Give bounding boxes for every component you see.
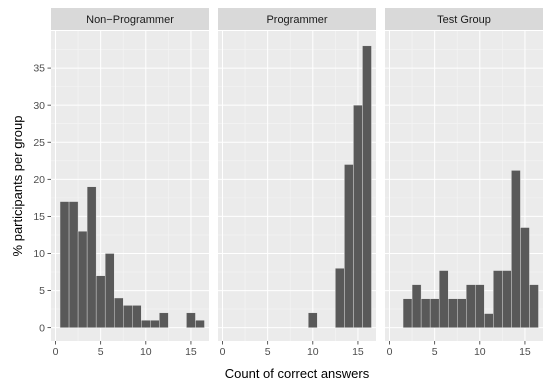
facet-panel: Test Group	[385, 8, 543, 341]
y-tick-label: 10	[33, 248, 45, 260]
histogram-bar	[123, 305, 133, 328]
y-tick-label: 0	[39, 322, 45, 334]
histogram-bar	[68, 201, 79, 328]
facet-panel: Non−Programmer	[51, 8, 209, 341]
histogram-bar	[159, 312, 169, 328]
histogram-bar	[59, 201, 70, 328]
histogram-bar	[529, 284, 539, 328]
y-tick-label: 5	[39, 285, 45, 297]
y-axis-title: % participants per group	[10, 116, 25, 257]
panels: Non−Programmer Programmer Test Group	[51, 8, 543, 341]
histogram-bar	[502, 270, 512, 328]
histogram-bar	[353, 104, 363, 328]
histogram-bar	[448, 298, 458, 328]
histogram-bar	[335, 268, 345, 328]
x-tick-label: 10	[140, 346, 152, 358]
histogram-bar	[77, 231, 88, 328]
histogram-bar	[402, 298, 413, 328]
x-tick-label: 15	[352, 346, 364, 358]
y-tick-label: 20	[33, 174, 45, 186]
histogram-bar	[411, 284, 422, 328]
x-axis: 0 5 10 15 0 5 10 15 0 5 10 15	[53, 341, 531, 358]
facet-strip	[51, 8, 209, 30]
histogram-bar	[104, 253, 115, 328]
y-tick-label: 25	[33, 137, 45, 149]
histogram-bar	[475, 284, 485, 328]
histogram-bar	[308, 312, 318, 328]
y-tick-label: 15	[33, 211, 45, 223]
histogram-bar	[150, 320, 160, 328]
x-tick-label: 5	[432, 346, 438, 358]
histogram-bar	[438, 270, 449, 328]
x-tick-label: 0	[220, 346, 226, 358]
histogram-bar	[420, 298, 431, 328]
y-tick-label: 30	[33, 100, 45, 112]
histogram-bar	[362, 45, 372, 328]
x-tick-label: 5	[98, 346, 104, 358]
histogram-bar	[113, 297, 124, 328]
histogram-bar	[457, 298, 467, 328]
histogram-bar	[493, 270, 503, 328]
x-axis-title: Count of correct answers	[225, 366, 370, 381]
facet-strip	[385, 8, 543, 30]
facet-strip-label: Programmer	[266, 14, 327, 26]
histogram-bar	[132, 305, 142, 328]
facet-strip	[218, 8, 376, 30]
histogram-bar	[466, 284, 476, 328]
y-tick-label: 35	[33, 63, 45, 75]
histogram-bar	[484, 313, 494, 328]
x-tick-label: 10	[307, 346, 319, 358]
histogram-bar	[141, 320, 151, 328]
histogram-bar	[95, 275, 106, 328]
histogram-bar	[344, 164, 354, 328]
x-tick-label: 10	[474, 346, 486, 358]
facet-strip-label: Test Group	[437, 14, 491, 26]
histogram-bar	[195, 320, 205, 328]
histogram-bar	[186, 312, 196, 328]
histogram-bar	[520, 227, 530, 328]
x-tick-label: 0	[387, 346, 393, 358]
histogram-bar	[429, 298, 440, 328]
histogram-bar	[511, 170, 521, 328]
facet-strip-label: Non−Programmer	[86, 14, 174, 26]
x-tick-label: 15	[519, 346, 531, 358]
histogram-bar	[86, 186, 97, 328]
x-tick-label: 5	[265, 346, 271, 358]
x-tick-label: 0	[53, 346, 59, 358]
facet-panel: Programmer	[218, 8, 376, 341]
x-tick-label: 15	[185, 346, 197, 358]
y-axis: 0 5 10 15 20 25 30 35	[33, 63, 51, 334]
